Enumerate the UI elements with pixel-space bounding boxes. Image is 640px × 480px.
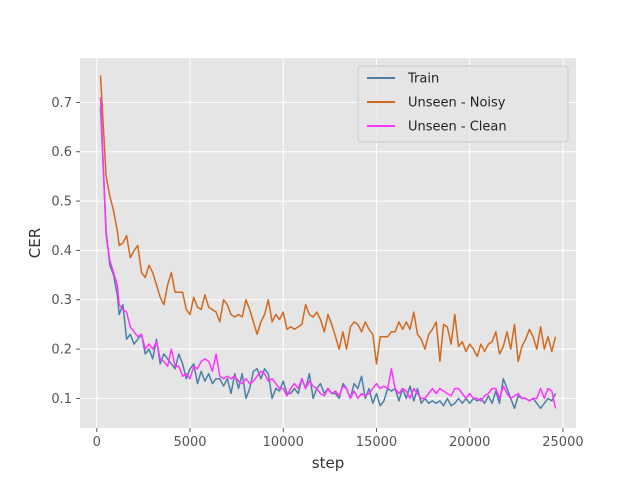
y-tick-label: 0.6 — [51, 145, 72, 160]
x-axis-label: step — [312, 454, 344, 472]
grid-lines — [80, 58, 576, 428]
y-tick-label: 0.5 — [51, 195, 72, 210]
x-tick-label: 25000 — [542, 435, 583, 450]
y-tick-label: 0.7 — [51, 96, 72, 111]
y-axis-label: CER — [26, 228, 44, 258]
series-line-3 — [99, 97, 557, 409]
legend-label: Unseen - Noisy — [408, 96, 506, 111]
legend-box — [357, 65, 569, 143]
x-tick-label: 5000 — [173, 435, 206, 450]
y-axis-ticks: 0.1 0.2 0.3 0.4 0.5 0.6 0.7 — [51, 96, 80, 407]
series-line-2 — [99, 75, 557, 365]
y-tick-label: 0.3 — [51, 293, 72, 308]
series-lines — [99, 75, 557, 410]
x-axis-ticks: 0 5000 10000 15000 20000 25000 — [93, 428, 584, 450]
y-tick-label: 0.1 — [51, 392, 72, 407]
x-tick-label: 20000 — [449, 435, 490, 450]
y-tick-label: 0.2 — [51, 343, 72, 358]
legend-label: Train — [407, 72, 439, 87]
legend: Train Unseen - Noisy Unseen - Clean — [357, 65, 569, 143]
x-tick-label: 15000 — [356, 435, 397, 450]
y-tick-label: 0.4 — [51, 244, 72, 259]
legend-label: Unseen - Clean — [408, 120, 507, 135]
x-tick-label: 0 — [93, 435, 101, 450]
x-tick-label: 10000 — [263, 435, 304, 450]
